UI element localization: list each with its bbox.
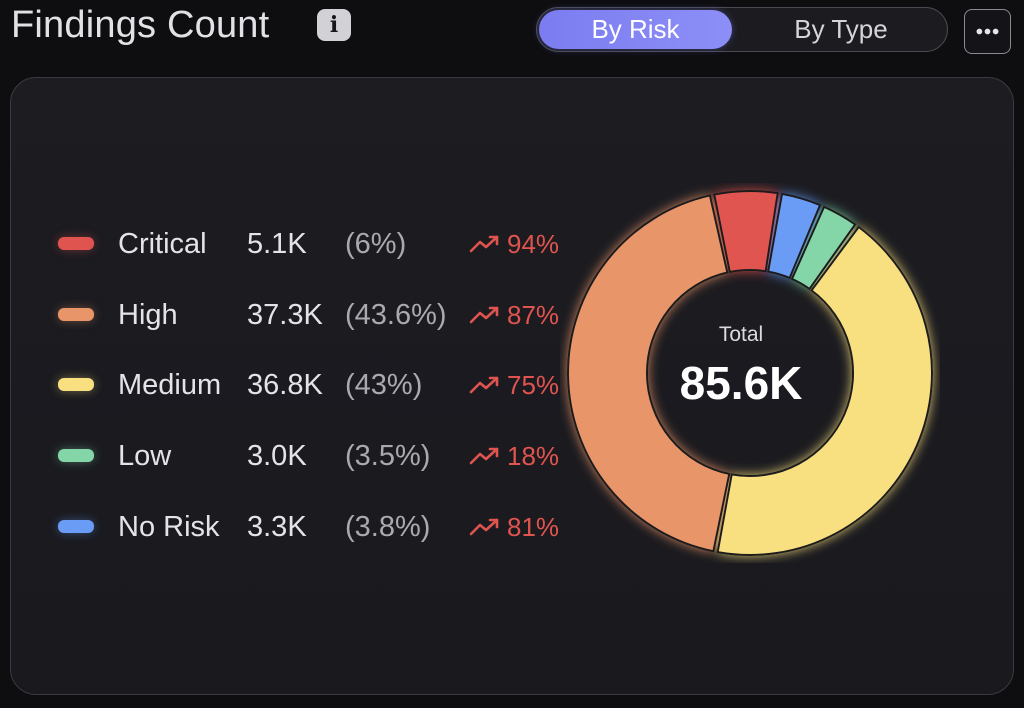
trend-up-icon [469,235,499,253]
donut-total-label: Total [718,323,764,346]
more-horizontal-icon [976,28,999,35]
legend-percent: (3.5%) [345,440,431,472]
legend-trend-value: 81% [507,512,560,542]
legend-swatch [58,308,94,321]
trend-up-icon [469,447,499,465]
donut-total-value: 85.6K [679,357,803,409]
legend-label: High [118,299,178,331]
widget-header: Findings Count i By Risk By Type [0,0,1024,72]
legend-percent: (43.6%) [345,299,447,331]
legend-swatch [58,449,94,462]
legend-value: 37.3K [247,299,323,331]
legend-row-medium[interactable]: Medium 36.8K (43%) 75% [11,365,571,405]
donut-slice-high[interactable] [567,194,731,553]
legend-value: 5.1K [247,228,307,260]
legend-trend-value: 87% [507,300,560,330]
toggle-by-type[interactable]: By Type [794,14,888,44]
donut-slice-critical[interactable] [713,190,779,274]
trend-up-icon [469,306,499,324]
legend-label: No Risk [118,511,220,543]
legend-trend-value: 94% [507,229,560,259]
legend-label: Low [118,440,172,472]
legend-swatch [58,378,94,391]
legend-row-critical[interactable]: Critical 5.1K (6%) 94% [11,224,571,264]
donut-slice-low[interactable] [790,205,857,291]
donut-slice-medium[interactable] [716,225,933,556]
legend-row-high[interactable]: High 37.3K (43.6%) 87% [11,295,571,335]
toggle-by-risk[interactable]: By Risk [539,10,732,49]
legend-percent: (6%) [345,228,407,260]
legend-label: Medium [118,369,222,401]
legend-trend-value: 18% [507,441,560,471]
legend-label: Critical [118,228,207,260]
risk-donut-chart [567,190,933,556]
legend-row-low[interactable]: Low 3.0K (3.5%) 18% [11,436,571,476]
legend-trend-value: 75% [507,370,560,400]
trend-up-icon [469,376,499,394]
trend-up-icon [469,518,499,536]
more-options-button[interactable] [964,9,1011,54]
legend-row-no-risk[interactable]: No Risk 3.3K (3.8%) 81% [11,507,571,547]
widget-title: Findings Count [11,4,270,46]
legend-percent: (43%) [345,369,423,401]
legend-swatch [58,237,94,250]
view-toggle: By Risk By Type [536,7,948,52]
info-icon[interactable]: i [317,9,351,41]
donut-slice-no-risk[interactable] [766,192,822,280]
legend-percent: (3.8%) [345,511,431,543]
legend-swatch [58,520,94,533]
legend-value: 3.3K [247,511,307,543]
legend-value: 3.0K [247,440,307,472]
legend-value: 36.8K [247,369,323,401]
findings-card: Critical 5.1K (6%) 94% High 37.3K (43.6%) 87% Me… [10,77,1014,695]
